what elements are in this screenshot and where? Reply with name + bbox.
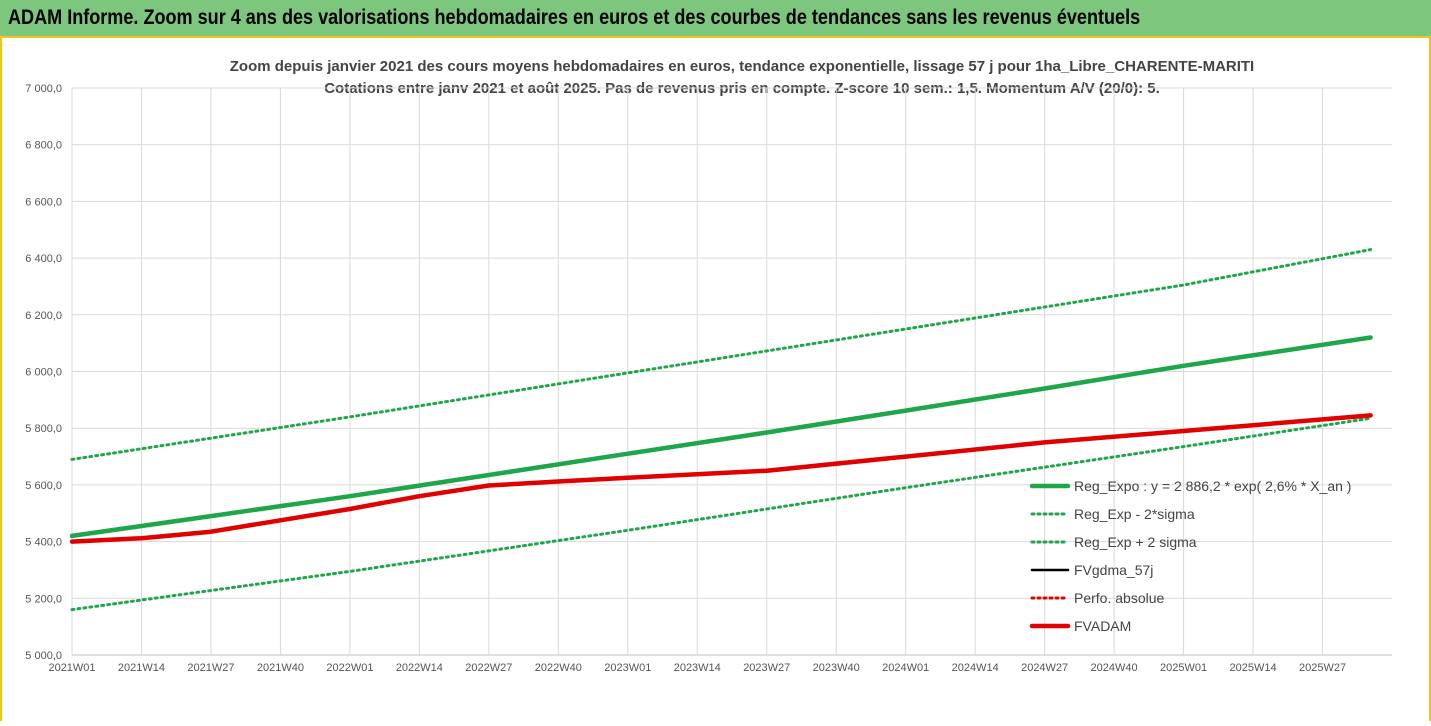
y-tick-label: 6 800,0 — [25, 140, 62, 152]
legend-label: FVADAM — [1074, 618, 1131, 634]
x-tick-label: 2022W27 — [465, 662, 512, 674]
x-tick-label: 2021W01 — [48, 662, 95, 674]
y-tick-label: 6 200,0 — [25, 310, 62, 322]
x-tick-label: 2022W14 — [396, 662, 443, 674]
x-tick-label: 2021W27 — [187, 662, 234, 674]
legend-label: Reg_Expo : y = 2 886,2 * exp( 2,6% * X_a… — [1074, 478, 1351, 494]
x-tick-label: 2022W40 — [535, 662, 582, 674]
x-tick-label: 2023W14 — [674, 662, 721, 674]
chart-title: Zoom depuis janvier 2021 des cours moyen… — [230, 58, 1254, 75]
report-title: ADAM Informe. Zoom sur 4 ans des valoris… — [8, 6, 1141, 29]
x-tick-label: 2023W27 — [743, 662, 790, 674]
x-tick-label: 2021W14 — [118, 662, 165, 674]
y-tick-label: 5 400,0 — [25, 537, 62, 549]
x-tick-label: 2024W01 — [882, 662, 929, 674]
y-tick-label: 5 800,0 — [25, 423, 62, 435]
series-line-5 — [69, 413, 1373, 544]
report-banner: ADAM Informe. Zoom sur 4 ans des valoris… — [0, 0, 1431, 38]
chart-container: Zoom depuis janvier 2021 des cours moyen… — [0, 38, 1431, 721]
legend-label: Perfo. absolue — [1074, 590, 1164, 606]
y-tick-label: 7 000,0 — [25, 83, 62, 95]
x-tick-label: 2022W01 — [326, 662, 373, 674]
legend-label: Reg_Exp + 2 sigma — [1074, 534, 1197, 550]
series-line-1 — [70, 416, 1373, 612]
legend-label: Reg_Exp - 2*sigma — [1074, 506, 1195, 522]
y-tick-label: 5 000,0 — [25, 650, 62, 662]
y-tick-label: 5 600,0 — [25, 480, 62, 492]
x-tick-label: 2024W14 — [952, 662, 999, 674]
x-tick-label: 2021W40 — [257, 662, 304, 674]
x-tick-label: 2024W27 — [1021, 662, 1068, 674]
x-tick-label: 2023W40 — [813, 662, 860, 674]
series-line-2 — [70, 248, 1373, 461]
x-tick-label: 2025W01 — [1160, 662, 1207, 674]
y-tick-label: 6 600,0 — [25, 196, 62, 208]
legend-label: FVgdma_57j — [1074, 562, 1153, 578]
line-chart: Zoom depuis janvier 2021 des cours moyen… — [25, 58, 1392, 674]
x-tick-label: 2024W40 — [1091, 662, 1138, 674]
y-tick-label: 5 200,0 — [25, 593, 62, 605]
y-tick-label: 6 000,0 — [25, 367, 62, 379]
y-tick-label: 6 400,0 — [25, 253, 62, 265]
x-tick-label: 2025W14 — [1230, 662, 1277, 674]
series-line-0 — [69, 335, 1373, 539]
x-tick-label: 2025W27 — [1299, 662, 1346, 674]
x-tick-label: 2023W01 — [604, 662, 651, 674]
